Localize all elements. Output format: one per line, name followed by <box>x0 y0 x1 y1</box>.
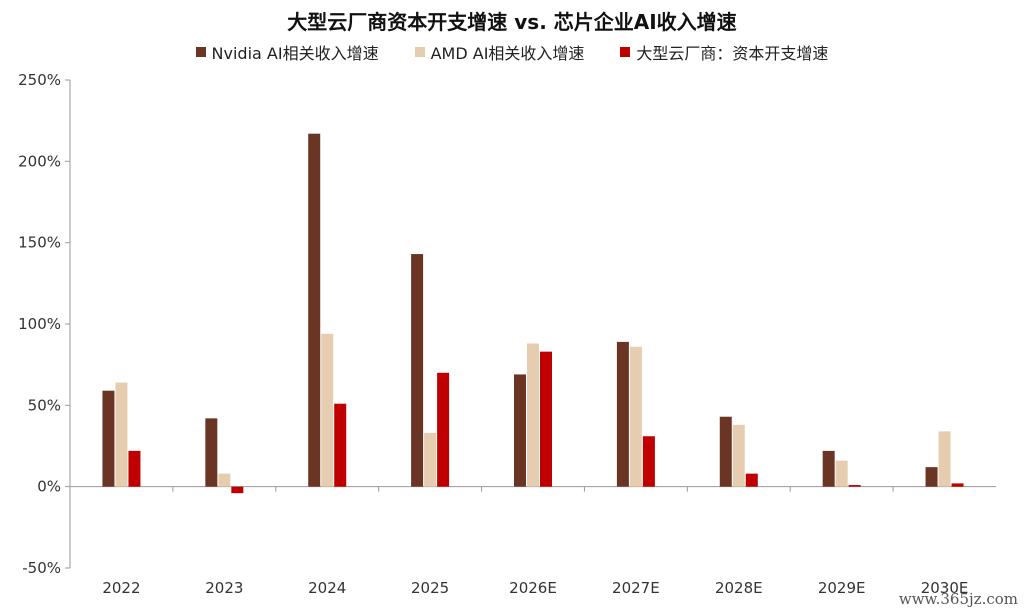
bar-1-2027E <box>616 341 629 487</box>
legend-item-0: Nvidia AI相关收入增速 <box>195 40 379 64</box>
bar-2-2024 <box>321 333 334 487</box>
y-tick-label: 200% <box>18 152 61 170</box>
chart-title: 大型云厂商资本开支增速 vs. 芯片企业AI收入增速 <box>287 10 737 34</box>
bar-3-2028E <box>745 473 758 487</box>
bar-3-2024 <box>334 403 347 487</box>
x-tick-label: 2023 <box>205 579 243 597</box>
y-tick-label: -50% <box>22 559 61 577</box>
bar-1-2025 <box>411 254 424 487</box>
y-tick-label: 150% <box>18 234 61 252</box>
bar-2-2026E <box>527 343 539 487</box>
y-tick-label: 0% <box>37 478 61 496</box>
bar-1-2030E <box>925 467 938 487</box>
bar-2-2025 <box>424 432 437 487</box>
bar-2-2030E <box>938 431 951 487</box>
legend-label-1: AMD AI相关收入增速 <box>430 44 585 63</box>
x-tick-label: 2026E <box>509 579 557 597</box>
bar-1-2029E <box>822 450 835 487</box>
legend-swatch-2 <box>620 47 631 57</box>
bar-1-2028E <box>719 416 732 487</box>
x-tick-label: 2025 <box>411 579 449 597</box>
bar-3-2030E <box>951 483 964 487</box>
bar-3-2022 <box>128 450 141 487</box>
y-tick-label: 100% <box>18 315 61 333</box>
bar-2-2029E <box>835 460 848 487</box>
bar-1-2024 <box>308 133 321 487</box>
legend-item-2: 大型云厂商：资本开支增速 <box>620 40 828 64</box>
bar-3-2026E <box>540 351 552 487</box>
legend-swatch-1 <box>414 47 425 57</box>
legend: Nvidia AI相关收入增速 AMD AI相关收入增速 大型云厂商：资本开支增速 <box>0 40 1024 64</box>
bar-3-2023 <box>231 486 244 494</box>
x-tick-label: 2024 <box>308 579 346 597</box>
watermark-text: www.365jz.com <box>898 590 1018 608</box>
legend-label-2: 大型云厂商：资本开支增速 <box>636 44 829 63</box>
x-tick-label: 2030E <box>921 579 969 597</box>
bar-1-2026E <box>514 374 526 487</box>
bar-1-2022 <box>102 390 115 487</box>
bar-2-2023 <box>218 473 231 487</box>
legend-item-1: AMD AI相关收入增速 <box>414 40 585 64</box>
legend-swatch-0 <box>195 47 206 57</box>
bar-1-2023 <box>205 418 218 487</box>
bar-2-2027E <box>629 346 642 487</box>
x-tick-label: 2022 <box>102 579 140 597</box>
bar-2-2028E <box>732 424 745 487</box>
x-tick-label: 2029E <box>818 579 866 597</box>
x-tick-label: 2028E <box>715 579 763 597</box>
bar-3-2025 <box>437 372 450 487</box>
y-tick-label: 250% <box>18 71 61 89</box>
legend-label-0: Nvidia AI相关收入增速 <box>211 44 379 63</box>
bar-3-2029E <box>848 485 861 487</box>
y-tick-label: 50% <box>28 396 61 414</box>
x-tick-label: 2027E <box>612 579 660 597</box>
bar-3-2027E <box>642 436 655 487</box>
bar-2-2022 <box>115 382 128 487</box>
